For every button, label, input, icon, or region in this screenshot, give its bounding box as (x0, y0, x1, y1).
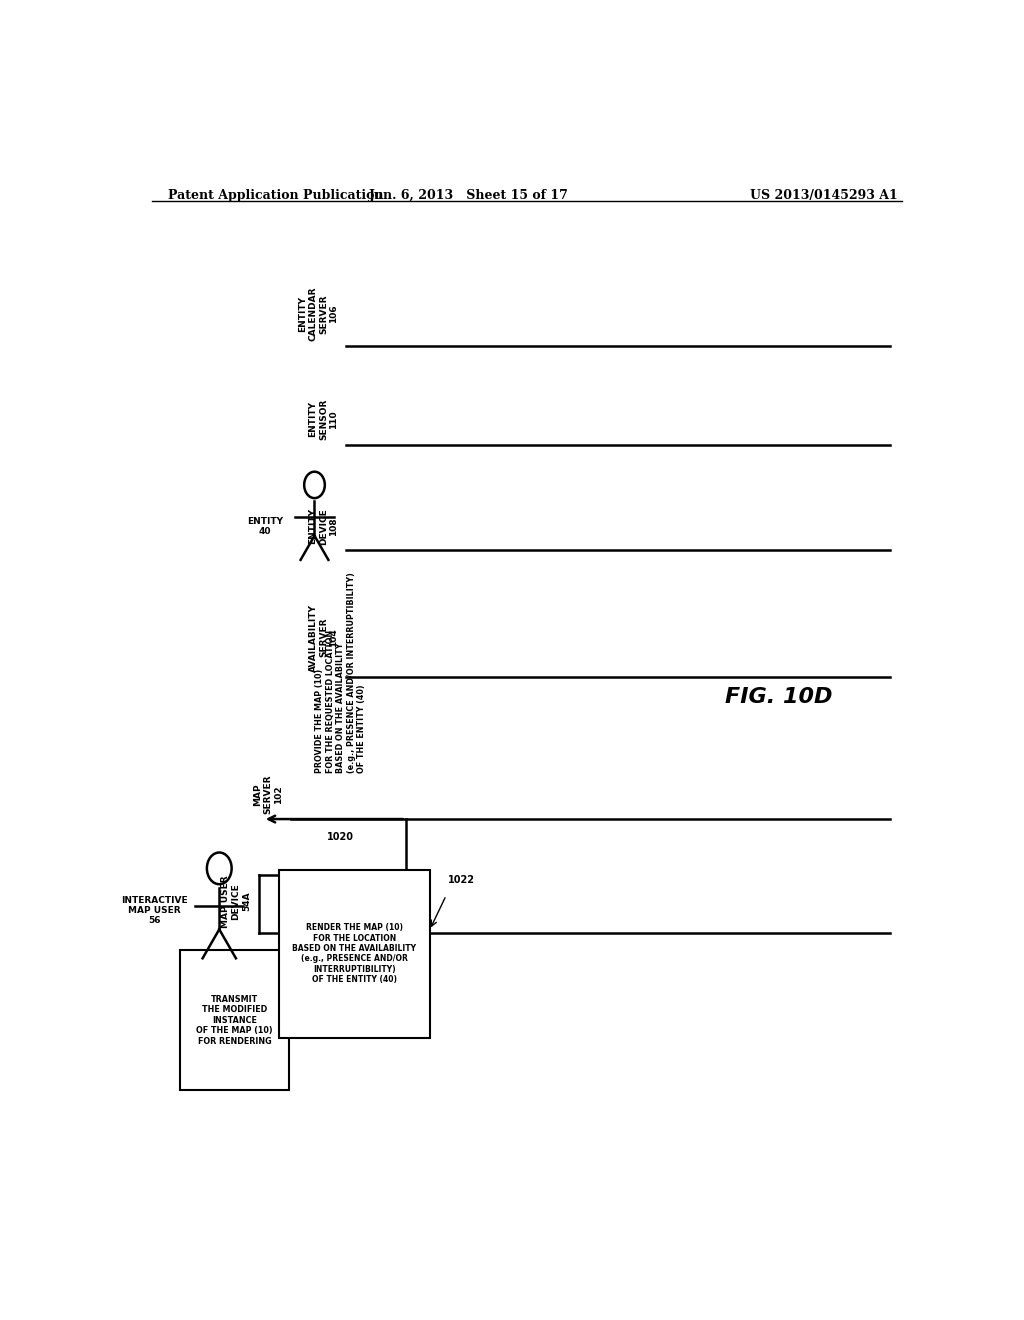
Text: ENTITY
SENSOR
110: ENTITY SENSOR 110 (308, 399, 338, 440)
Text: MAP USER
DEVICE
54A: MAP USER DEVICE 54A (221, 875, 251, 928)
Text: INTERACTIVE
MAP USER
56: INTERACTIVE MAP USER 56 (121, 896, 187, 925)
Text: ENTITY
DEVICE
108: ENTITY DEVICE 108 (308, 508, 338, 545)
Text: PROVIDE THE MAP (10)
FOR THE REQUESTED LOCATION
BASED ON THE AVAILABILITY
(e.g.,: PROVIDE THE MAP (10) FOR THE REQUESTED L… (315, 573, 366, 774)
Text: TRANSMIT
THE MODIFIED
INSTANCE
OF THE MAP (10)
FOR RENDERING: TRANSMIT THE MODIFIED INSTANCE OF THE MA… (196, 995, 272, 1045)
Text: Jun. 6, 2013   Sheet 15 of 17: Jun. 6, 2013 Sheet 15 of 17 (370, 189, 569, 202)
Text: RENDER THE MAP (10)
FOR THE LOCATION
BASED ON THE AVAILABILITY
(e.g., PRESENCE A: RENDER THE MAP (10) FOR THE LOCATION BAS… (292, 923, 416, 985)
Text: US 2013/0145293 A1: US 2013/0145293 A1 (750, 189, 898, 202)
Text: FIG. 10D: FIG. 10D (725, 688, 833, 708)
FancyBboxPatch shape (179, 950, 289, 1090)
Text: ENTITY
40: ENTITY 40 (247, 516, 283, 536)
Text: MAP
SERVER
102: MAP SERVER 102 (253, 775, 283, 814)
FancyBboxPatch shape (279, 870, 430, 1038)
Text: ENTITY
CALENDAR
SERVER
106: ENTITY CALENDAR SERVER 106 (298, 286, 338, 342)
Text: AVAILABILITY
SERVER
104: AVAILABILITY SERVER 104 (308, 603, 338, 672)
Text: Patent Application Publication: Patent Application Publication (168, 189, 383, 202)
Text: 1022: 1022 (447, 875, 475, 884)
Text: 1020: 1020 (328, 833, 354, 842)
